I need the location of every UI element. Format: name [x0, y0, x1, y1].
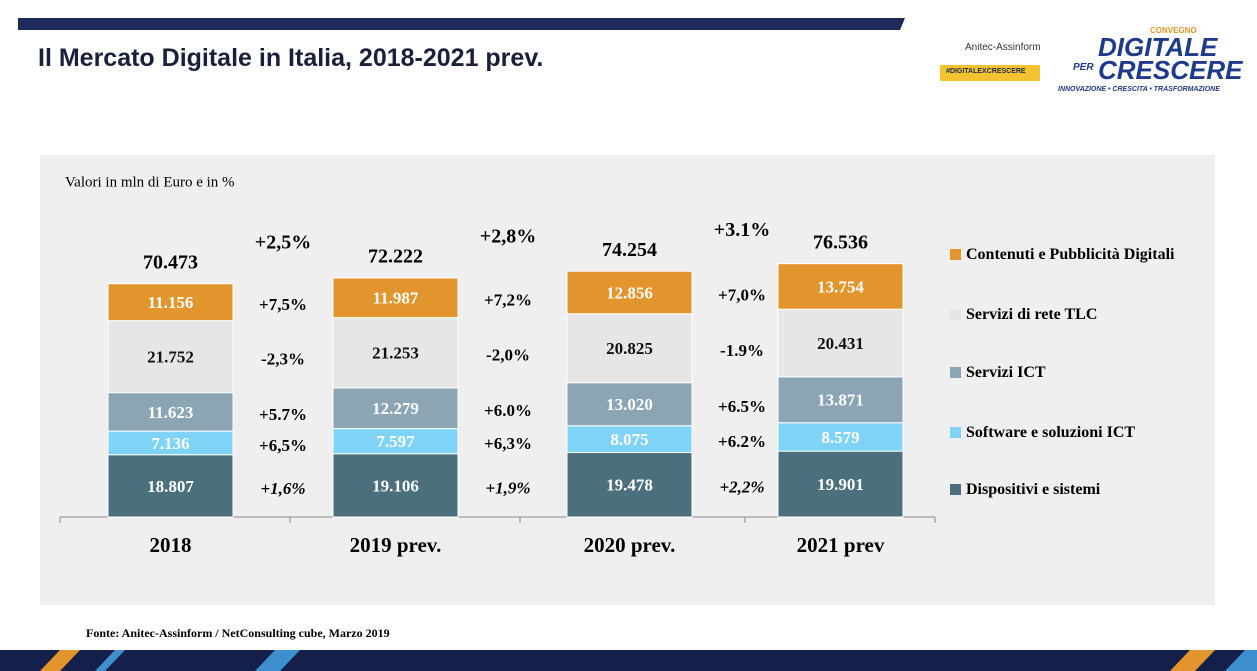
- value-label: 13.754: [817, 277, 864, 296]
- growth-label: +1,6%: [260, 479, 305, 498]
- legend-label: Contenuti e Pubblicità Digitali: [966, 246, 1175, 263]
- stripe: [1225, 650, 1257, 671]
- chart-subtitle: Valori in mln di Euro e in %: [65, 174, 235, 190]
- bar-segment: [777, 263, 904, 310]
- value-label: 8.579: [821, 428, 859, 447]
- logo-per: PER: [1073, 62, 1094, 73]
- x-tick-label: 2019 prev.: [350, 533, 442, 557]
- bar-segment: [332, 317, 459, 389]
- bar-segment: [566, 382, 693, 427]
- growth-label: +6.0%: [484, 401, 532, 420]
- value-label: 11.156: [148, 293, 194, 312]
- bar-segment: [777, 308, 904, 378]
- legend-label: Servizi ICT: [966, 364, 1046, 381]
- stripe: [255, 650, 300, 671]
- bar-segment: [566, 452, 693, 518]
- bar-segment: [777, 422, 904, 452]
- total-label: 70.473: [143, 251, 198, 273]
- logo-line2: CRESCERE: [1098, 55, 1243, 85]
- growth-label: +6.2%: [718, 432, 766, 451]
- value-label: 21.253: [372, 344, 419, 363]
- growth-label: +6,3%: [484, 434, 532, 453]
- stripe: [1170, 650, 1215, 671]
- growth-label: +1,9%: [485, 478, 530, 497]
- title: Il Mercato Digitale in Italia, 2018-2021…: [38, 44, 544, 72]
- bar-segment: [332, 277, 459, 319]
- legend-label: Servizi di rete TLC: [966, 306, 1098, 323]
- legend-label: Software e soluzioni ICT: [966, 424, 1136, 441]
- legend-swatch: [950, 427, 961, 438]
- growth-label: +6,5%: [259, 436, 307, 455]
- value-label: 21.752: [147, 348, 194, 367]
- growth-label: +7,0%: [718, 285, 766, 304]
- bar-segment: [777, 376, 904, 424]
- legend-label: Dispositivi e sistemi: [966, 481, 1101, 498]
- total-growth-label: +2,8%: [480, 226, 536, 248]
- growth-label: +6.5%: [718, 397, 766, 416]
- bar-segment: [566, 425, 693, 454]
- total-growth-label: +3.1%: [714, 219, 770, 241]
- total-label: 74.254: [602, 239, 657, 261]
- value-label: 7.597: [376, 432, 415, 451]
- growth-label: +2,2%: [719, 478, 764, 497]
- growth-label: +7,5%: [259, 295, 307, 314]
- stripe: [95, 650, 125, 671]
- growth-label: -2,3%: [261, 350, 305, 369]
- logo-kicker: CONVEGNO: [1150, 26, 1197, 35]
- stripe: [40, 650, 80, 671]
- x-tick-label: 2020 prev.: [584, 533, 676, 557]
- bar-segment: [107, 392, 234, 432]
- legend-swatch: [950, 309, 961, 320]
- value-label: 18.807: [147, 477, 194, 496]
- bar-segment: [332, 453, 459, 518]
- logo-motto: INNOVAZIONE • CRESCITA • TRASFORMAZIONE: [1058, 86, 1220, 93]
- value-label: 19.901: [817, 475, 864, 494]
- bar-segment: [566, 270, 693, 315]
- legend-swatch: [950, 367, 961, 378]
- bar-segment: [566, 313, 693, 384]
- bar-segment: [777, 450, 904, 518]
- top-band: [18, 18, 905, 30]
- value-label: 11.987: [373, 289, 419, 308]
- value-label: 19.106: [372, 476, 419, 495]
- growth-label: +7,2%: [484, 291, 532, 310]
- logo-tag-bg: [940, 65, 1040, 81]
- bar-segment: [107, 454, 234, 518]
- growth-label: -2,0%: [486, 346, 530, 365]
- value-label: 19.478: [606, 476, 653, 495]
- x-tick-label: 2018: [150, 533, 192, 557]
- bar-segment: [332, 428, 459, 455]
- value-label: 20.825: [606, 339, 653, 358]
- value-label: 8.075: [610, 430, 648, 449]
- source: Fonte: Anitec-Assinform / NetConsulting …: [86, 626, 390, 640]
- total-label: 72.222: [368, 246, 423, 268]
- bar-segment: [107, 283, 234, 322]
- value-label: 20.431: [817, 334, 864, 353]
- value-label: 7.136: [151, 434, 189, 453]
- x-tick-label: 2021 prev: [797, 533, 885, 557]
- legend-swatch: [950, 484, 961, 495]
- value-label: 11.623: [148, 403, 194, 422]
- value-label: 12.856: [606, 283, 653, 302]
- growth-label: -1.9%: [720, 341, 764, 360]
- value-label: 13.871: [817, 391, 864, 410]
- logo-line1: DIGITALE: [1098, 32, 1218, 62]
- bottom-band: [0, 650, 1257, 671]
- total-growth-label: +2,5%: [255, 231, 311, 253]
- growth-label: +5.7%: [259, 405, 307, 424]
- logo-left: Anitec-Assinform: [965, 42, 1041, 53]
- bar-segment: [332, 387, 459, 430]
- total-label: 76.536: [813, 231, 868, 253]
- bar-segment: [107, 320, 234, 394]
- legend-swatch: [950, 249, 961, 260]
- value-label: 13.020: [606, 395, 653, 414]
- value-label: 12.279: [372, 399, 419, 418]
- logo-tag: #DIGITALEXCRESCERE: [946, 68, 1026, 75]
